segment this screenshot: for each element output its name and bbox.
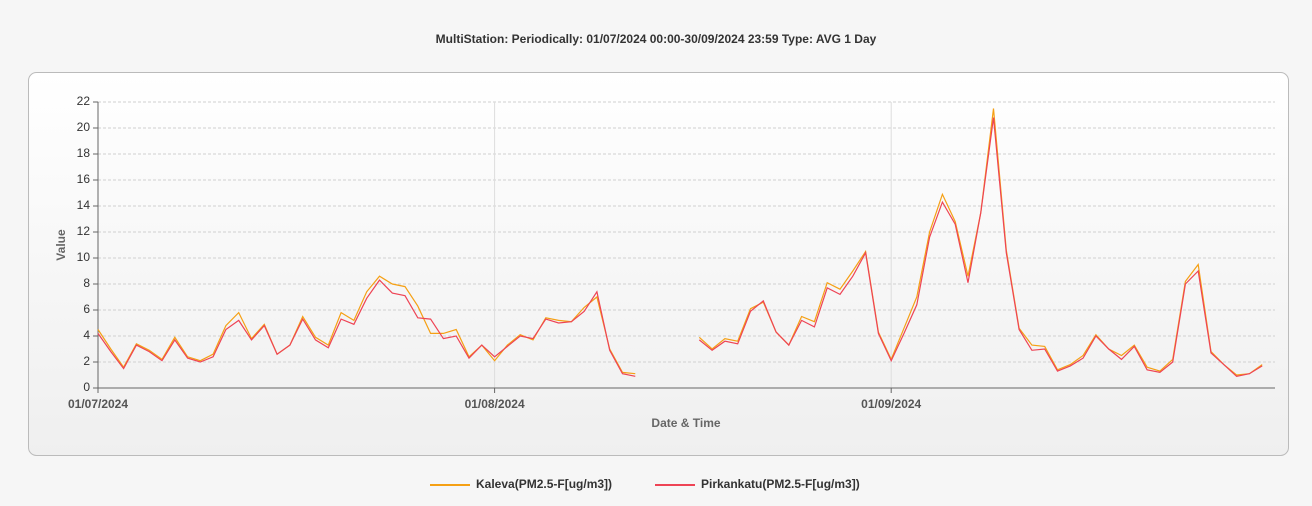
y-axis-title: Value: [54, 229, 68, 261]
y-tick-label: 6: [83, 302, 90, 316]
y-tick-label: 16: [77, 172, 91, 186]
x-axis-title: Date & Time: [651, 416, 720, 430]
x-tick-label: 01/07/2024: [68, 397, 128, 411]
y-tick-label: 20: [77, 120, 91, 134]
y-tick-label: 14: [77, 198, 91, 212]
chart-title: MultiStation: Periodically: 01/07/2024 0…: [436, 32, 877, 46]
y-tick-label: 12: [77, 224, 91, 238]
data-line: [97, 117, 1263, 377]
legend-label: Kaleva(PM2.5-F[ug/m3]): [476, 477, 612, 491]
x-tick-label: 01/08/2024: [465, 397, 525, 411]
y-tick-label: 8: [83, 276, 90, 290]
x-tick-label: 01/09/2024: [861, 397, 921, 411]
chart-panel: [28, 72, 1289, 456]
legend-label: Pirkankatu(PM2.5-F[ug/m3]): [701, 477, 860, 491]
y-tick-label: 2: [83, 354, 90, 368]
y-tick-label: 10: [77, 250, 91, 264]
y-tick-label: 18: [77, 146, 91, 160]
y-tick-label: 22: [77, 94, 91, 108]
y-tick-label: 4: [83, 328, 90, 342]
y-tick-label: 0: [83, 380, 90, 394]
